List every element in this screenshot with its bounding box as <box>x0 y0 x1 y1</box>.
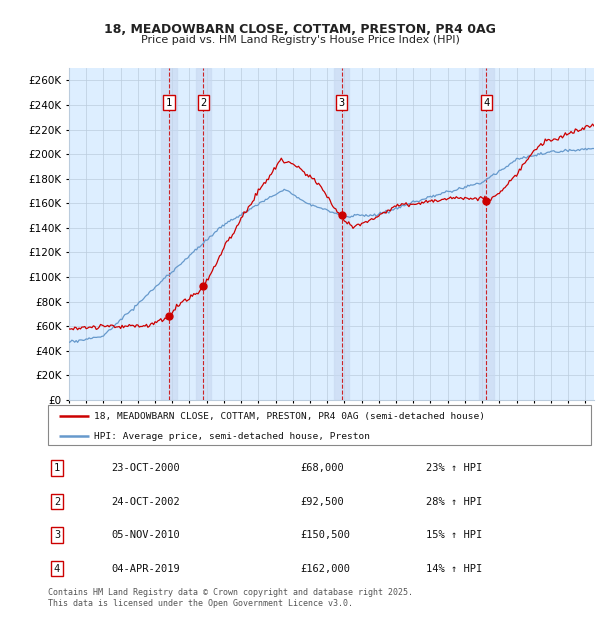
Text: £150,500: £150,500 <box>300 530 350 540</box>
Text: 3: 3 <box>338 97 345 108</box>
Text: £92,500: £92,500 <box>300 497 344 507</box>
Text: 18, MEADOWBARN CLOSE, COTTAM, PRESTON, PR4 0AG (semi-detached house): 18, MEADOWBARN CLOSE, COTTAM, PRESTON, P… <box>94 412 485 420</box>
Text: 15% ↑ HPI: 15% ↑ HPI <box>426 530 482 540</box>
Text: 2: 2 <box>200 97 206 108</box>
Bar <box>479 68 494 400</box>
Text: 18, MEADOWBARN CLOSE, COTTAM, PRESTON, PR4 0AG: 18, MEADOWBARN CLOSE, COTTAM, PRESTON, P… <box>104 23 496 36</box>
Text: Price paid vs. HM Land Registry's House Price Index (HPI): Price paid vs. HM Land Registry's House … <box>140 35 460 45</box>
FancyBboxPatch shape <box>48 405 591 445</box>
Text: Contains HM Land Registry data © Crown copyright and database right 2025.
This d: Contains HM Land Registry data © Crown c… <box>48 588 413 608</box>
Text: 23-OCT-2000: 23-OCT-2000 <box>111 463 180 473</box>
Text: 05-NOV-2010: 05-NOV-2010 <box>111 530 180 540</box>
Bar <box>334 68 349 400</box>
Text: 14% ↑ HPI: 14% ↑ HPI <box>426 564 482 574</box>
Text: £162,000: £162,000 <box>300 564 350 574</box>
Text: 24-OCT-2002: 24-OCT-2002 <box>111 497 180 507</box>
Text: 4: 4 <box>483 97 490 108</box>
Text: 04-APR-2019: 04-APR-2019 <box>111 564 180 574</box>
Text: 2: 2 <box>54 497 60 507</box>
Bar <box>161 68 177 400</box>
Bar <box>196 68 211 400</box>
Text: 1: 1 <box>166 97 172 108</box>
Text: £68,000: £68,000 <box>300 463 344 473</box>
Text: 28% ↑ HPI: 28% ↑ HPI <box>426 497 482 507</box>
Text: 3: 3 <box>54 530 60 540</box>
Text: HPI: Average price, semi-detached house, Preston: HPI: Average price, semi-detached house,… <box>94 432 370 441</box>
Text: 23% ↑ HPI: 23% ↑ HPI <box>426 463 482 473</box>
Text: 4: 4 <box>54 564 60 574</box>
Text: 1: 1 <box>54 463 60 473</box>
